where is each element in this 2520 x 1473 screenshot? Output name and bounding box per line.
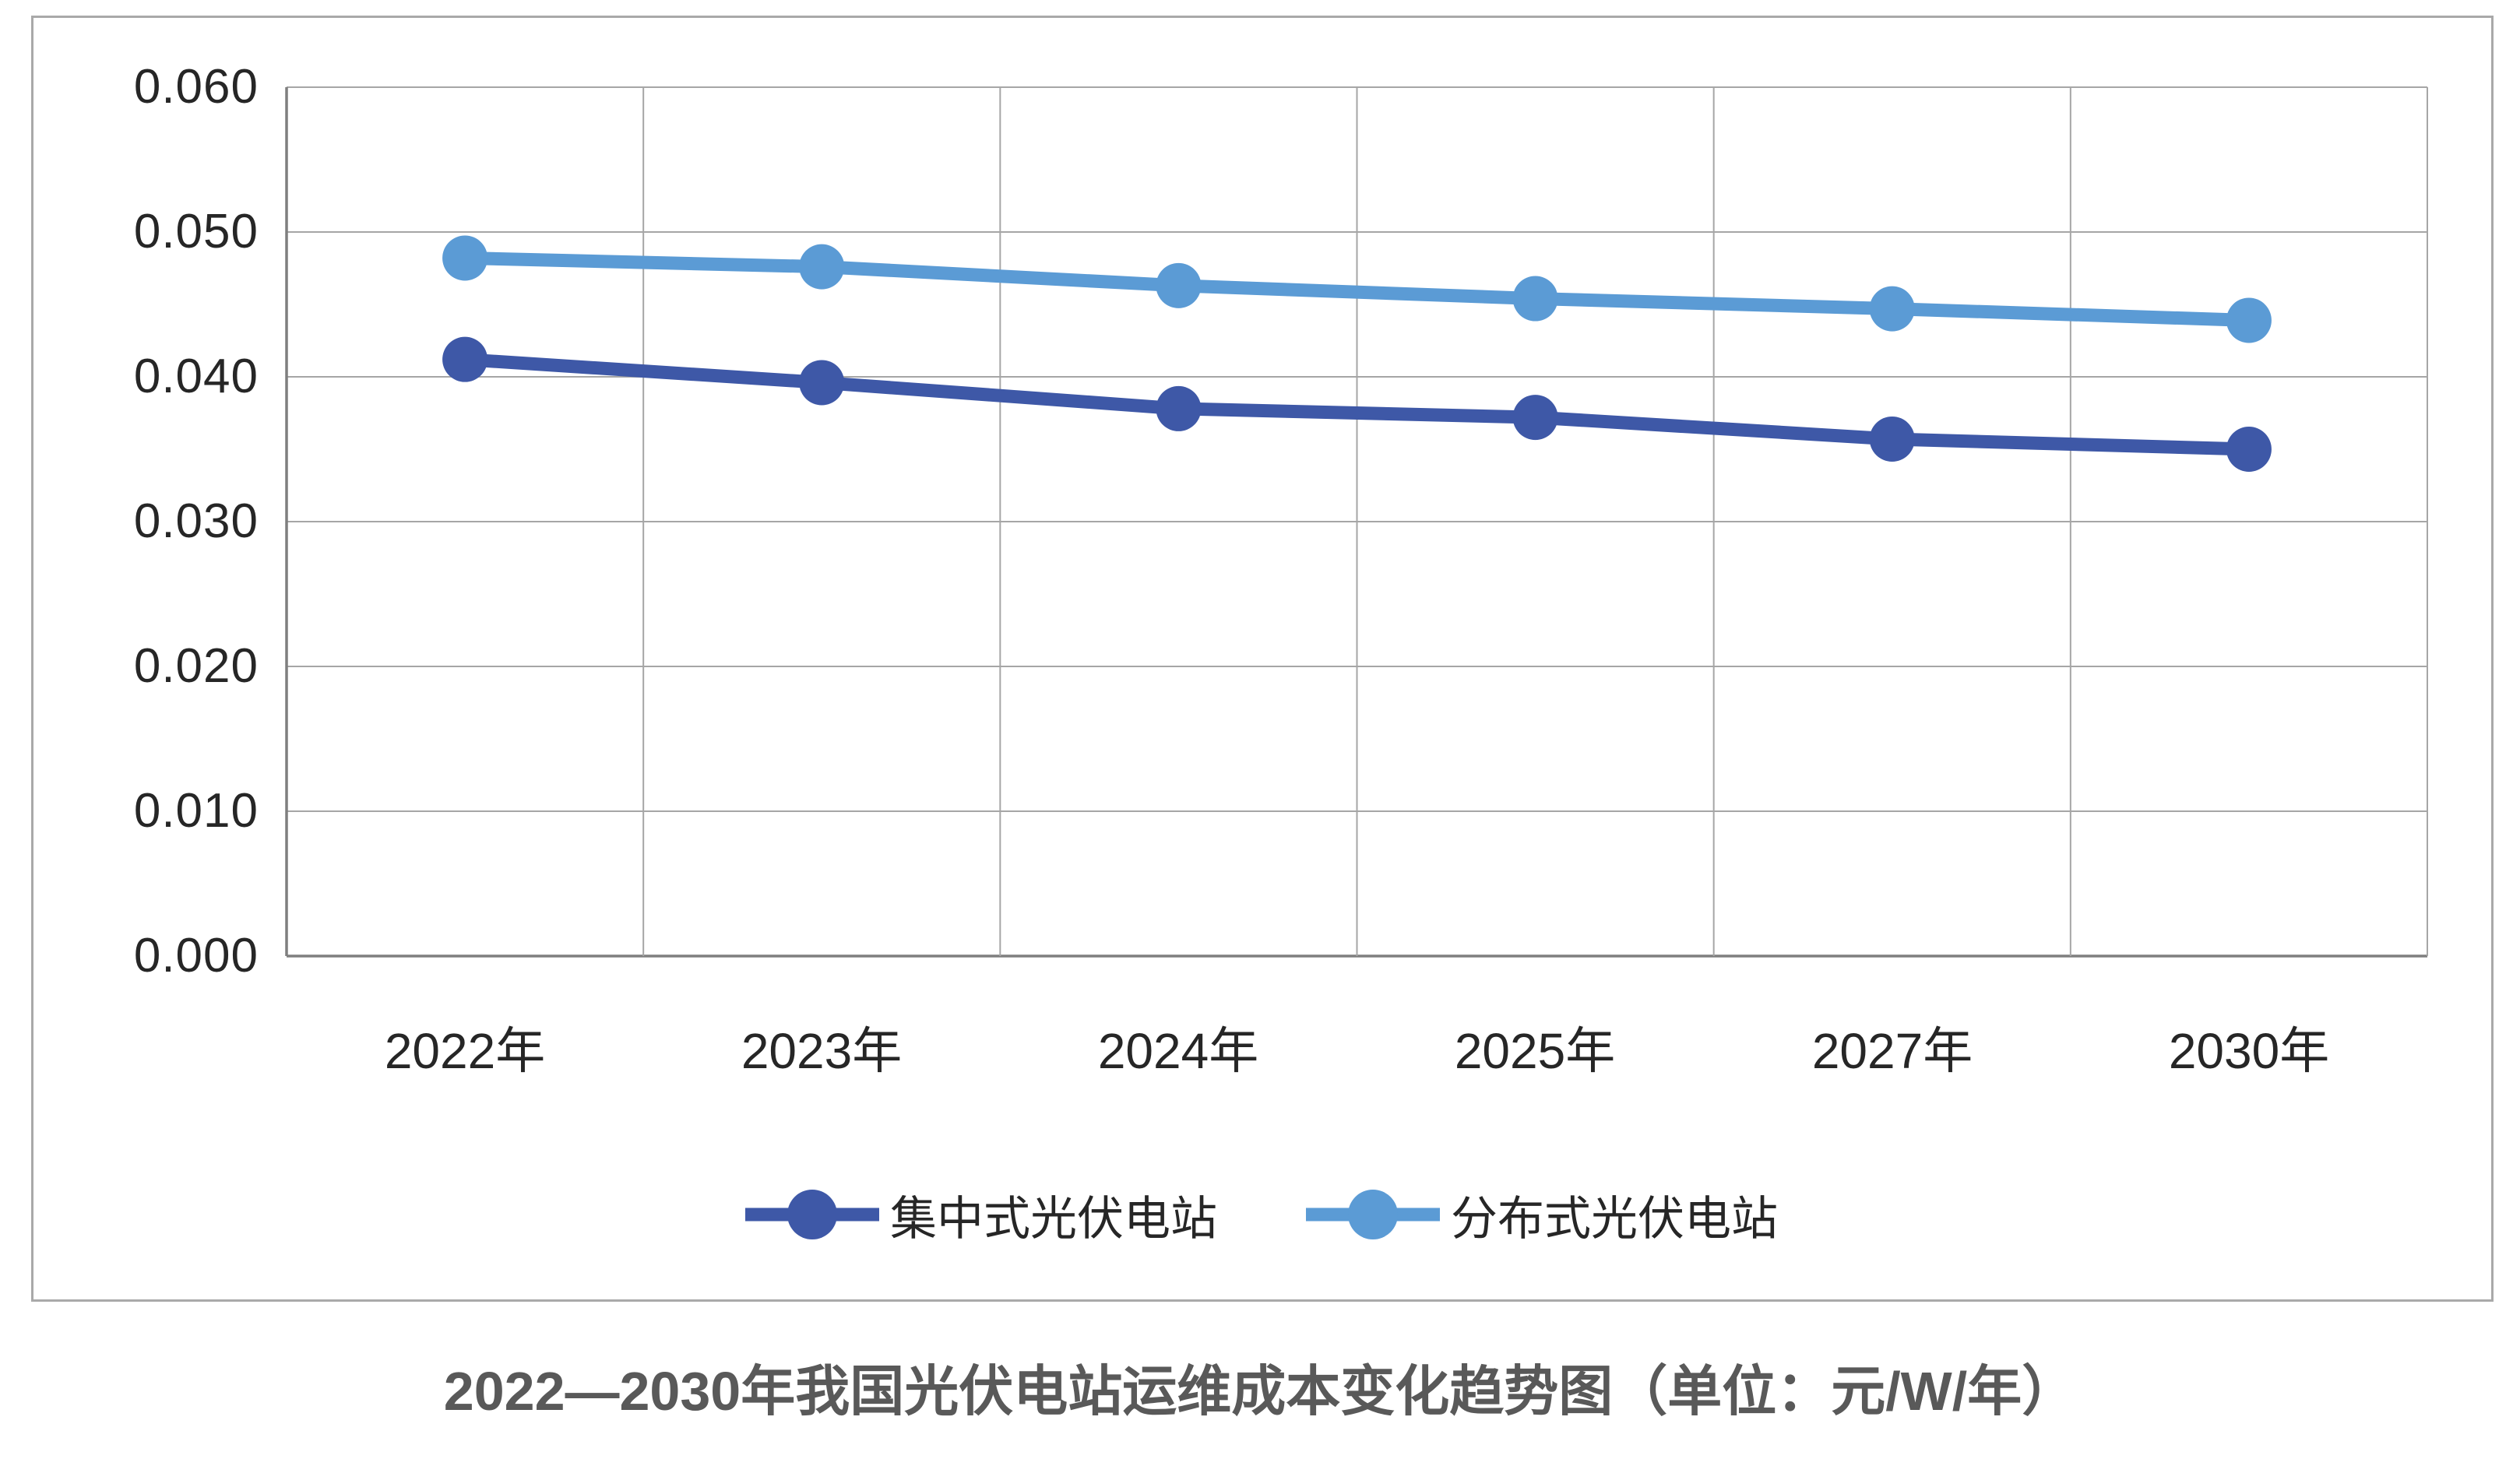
y-tick-label: 0.050 <box>133 205 259 258</box>
y-tick-label: 0.000 <box>133 929 259 983</box>
series-centralized-point-2027年 <box>1869 416 1915 462</box>
legend-item-distributed: 分布式光伏电站 <box>1303 1179 1778 1250</box>
legend-item-centralized: 集中式光伏电站 <box>742 1179 1217 1250</box>
x-tick-label: 2030年 <box>2168 1023 2330 1079</box>
legend: 集中式光伏电站 分布式光伏电站 <box>0 1168 2520 1261</box>
series-distributed-point-2023年 <box>799 244 845 290</box>
y-tick-label: 0.010 <box>133 784 259 838</box>
x-tick-label: 2025年 <box>1454 1023 1616 1079</box>
series-centralized-point-2023年 <box>799 360 845 406</box>
series-centralized-point-2022年 <box>442 336 488 382</box>
series-distributed-point-2022年 <box>442 235 488 281</box>
series-centralized-point-2025年 <box>1512 395 1558 441</box>
chart-border-box <box>31 16 2494 1302</box>
x-tick-label: 2024年 <box>1097 1023 1259 1079</box>
series-distributed <box>442 235 2272 343</box>
legend-label-centralized: 集中式光伏电站 <box>890 1192 1217 1245</box>
legend-label-distributed: 分布式光伏电站 <box>1451 1192 1778 1245</box>
series-centralized <box>442 336 2272 472</box>
grid-vertical <box>285 87 2428 956</box>
series-distributed-point-2024年 <box>1156 262 1202 308</box>
series-distributed-point-2025年 <box>1512 276 1558 322</box>
y-tick-label: 0.030 <box>133 494 259 548</box>
y-tick-label: 0.020 <box>133 639 259 693</box>
series-distributed-point-2027年 <box>1869 286 1915 332</box>
series-centralized-point-2030年 <box>2226 427 2272 472</box>
series-distributed-line <box>458 251 2256 327</box>
legend-marker-distributed <box>1306 1190 1440 1239</box>
y-tick-label: 0.060 <box>133 60 259 114</box>
series-centralized-line <box>458 353 2256 456</box>
x-tick-label: 2027年 <box>1811 1023 1973 1079</box>
x-tick-label: 2023年 <box>741 1023 903 1079</box>
y-tick-label: 0.040 <box>133 350 259 403</box>
chart-caption: 2022—2030年我国光伏电站运维成本变化趋势图（单位：元/W/年） <box>443 1361 2077 1422</box>
series-distributed-point-2030年 <box>2226 297 2272 343</box>
legend-marker-centralized <box>745 1190 879 1239</box>
x-tick-label: 2022年 <box>384 1023 546 1079</box>
series-centralized-point-2024年 <box>1156 385 1202 431</box>
